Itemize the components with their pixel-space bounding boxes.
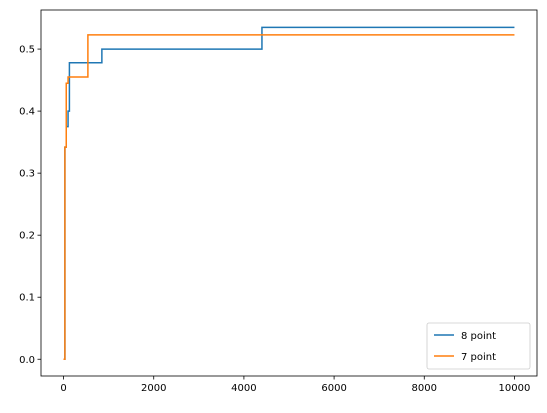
y-tick-label: 0.0 [19,355,35,366]
x-tick-label: 2000 [141,383,166,394]
y-tick-label: 0.5 [19,45,35,56]
series-line-7-point [63,34,515,361]
y-tick-label: 0.3 [19,169,35,180]
x-tick-label: 0 [60,383,66,394]
axes-frame [40,9,538,377]
series-layer [63,26,515,361]
y-tick-label: 0.1 [19,293,35,304]
y-axis: 0.0 0.1 0.2 0.3 0.4 0.5 [19,45,41,366]
legend-label-7-point: 7 point [461,352,496,363]
plot-area [40,9,538,377]
x-tick-label: 10000 [499,383,531,394]
series-line-8-point [63,26,515,361]
y-tick-label: 0.2 [19,231,35,242]
x-tick-label: 8000 [412,383,437,394]
legend-label-8-point: 8 point [461,331,496,342]
x-tick-label: 6000 [321,383,346,394]
y-tick-label: 0.4 [19,107,35,118]
legend: 8 point 7 point [426,322,531,370]
x-axis: 0 2000 4000 6000 8000 10000 [60,376,530,394]
x-tick-label: 4000 [231,383,256,394]
